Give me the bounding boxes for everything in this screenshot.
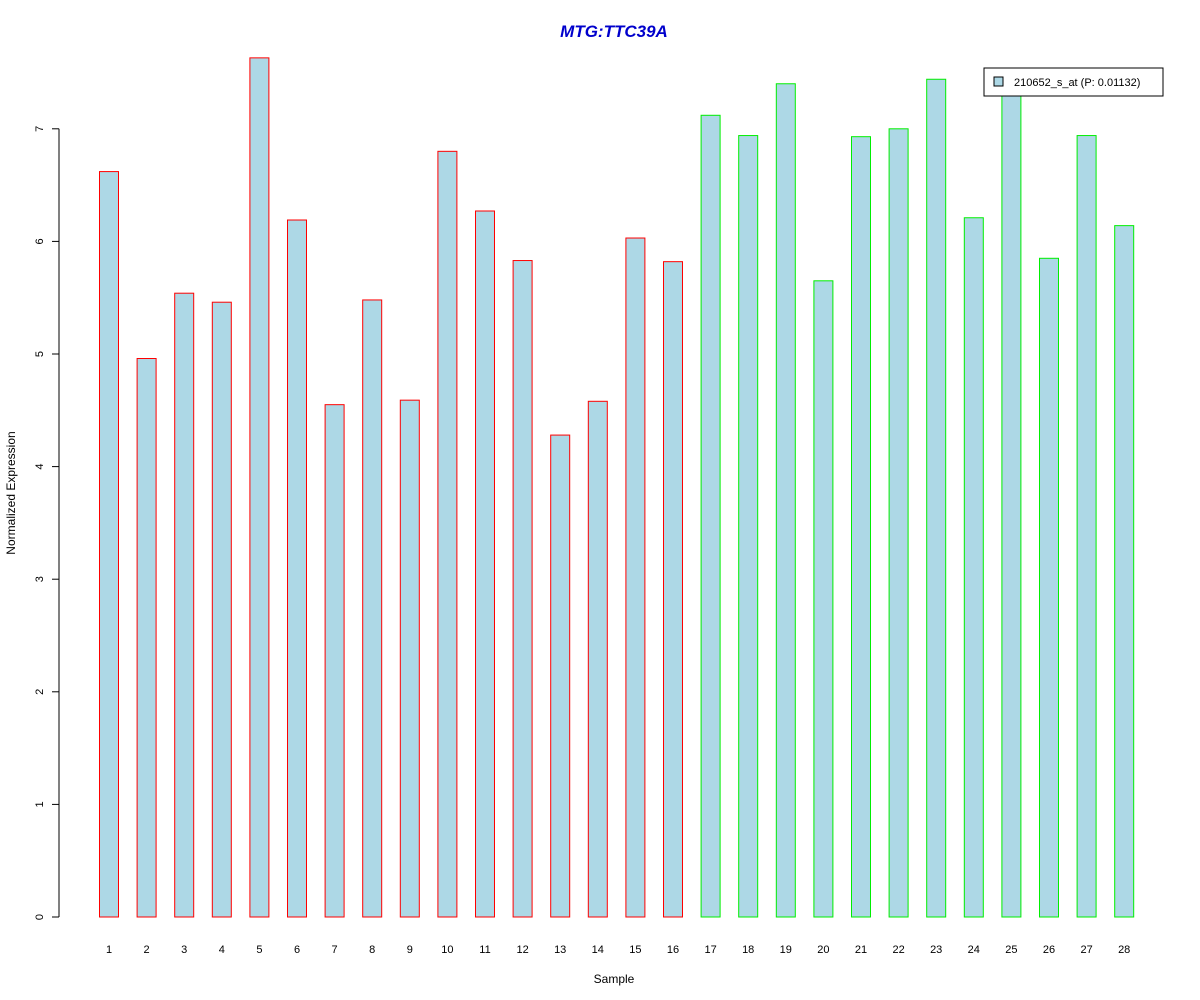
bar-sample-26 [1039,257,1059,918]
x-tick-label: 28 [1118,944,1130,956]
x-tick-label: 16 [667,944,679,956]
y-tick-label: 4 [34,464,46,470]
x-tick-label: 12 [516,944,528,956]
bar-sample-11 [475,210,495,918]
bar-sample-17 [700,114,721,918]
bar-sample-19 [775,83,796,918]
x-tick-label: 14 [592,944,604,956]
y-tick-label: 6 [34,238,46,244]
bar-sample-6 [287,219,307,918]
legend: 210652_s_at (P: 0.01132) [983,67,1164,97]
x-tick-label: 24 [968,944,980,956]
bar-sample-27 [1076,135,1097,918]
bar-sample-23 [926,78,947,918]
x-tick-label: 18 [742,944,754,956]
x-tick-label: 17 [704,944,716,956]
bar-sample-4 [211,301,232,918]
x-tick-label: 22 [892,944,904,956]
bar-sample-14 [587,400,608,918]
bar-sample-18 [738,135,759,918]
x-axis-label: Sample [594,972,635,986]
y-tick-label: 7 [34,126,46,132]
y-axis-label: Normalized Expression [4,431,18,554]
bar-sample-5 [249,57,270,918]
x-tick-label: 21 [855,944,867,956]
bar-sample-8 [362,299,383,918]
bar-sample-16 [663,261,683,918]
chart-title: MTG:TTC39A [560,22,668,41]
y-tick-label: 3 [34,576,46,582]
bars-group [99,57,1135,918]
x-tick-label: 3 [181,944,187,956]
x-tick-label: 11 [479,944,490,956]
bar-sample-21 [851,136,871,918]
x-tick-label: 7 [332,944,338,956]
y-tick-label: 0 [34,914,46,920]
x-tick-label: 5 [256,944,262,956]
x-tick-label: 1 [106,944,112,956]
bar-sample-1 [99,171,119,918]
x-tick-label: 2 [144,944,150,956]
legend-swatch [993,76,1004,87]
bar-sample-24 [963,217,984,918]
bar-sample-9 [399,399,420,918]
bar-sample-12 [512,260,533,918]
bar-sample-25 [1001,85,1022,918]
y-tick-label: 1 [34,801,46,807]
x-tick-label: 26 [1043,944,1055,956]
bar-sample-3 [174,292,195,918]
bar-sample-2 [136,358,157,918]
x-tick-label: 19 [780,944,792,956]
bar-sample-22 [888,128,909,918]
legend-entry-label: 210652_s_at (P: 0.01132) [1014,77,1140,89]
y-tick-label: 2 [34,689,46,695]
legend-box [983,67,1164,97]
x-tick-label: 8 [369,944,375,956]
x-tick-label: 15 [629,944,641,956]
bar-sample-20 [813,280,834,918]
y-tick-label: 5 [34,351,46,357]
bar-sample-10 [437,150,458,918]
x-tick-label: 13 [554,944,566,956]
bar-sample-15 [625,237,646,918]
x-tick-label: 9 [407,944,413,956]
x-tick-label: 6 [294,944,300,956]
x-tick-label: 4 [219,944,225,956]
x-tick-label: 27 [1080,944,1092,956]
bar-sample-13 [550,434,571,918]
bar-sample-7 [324,404,345,918]
x-tick-label: 23 [930,944,942,956]
x-tick-labels: 1 2 3 4 5 6 7 8 9 10 11 12 13 14 15 16 17 18 19 20 21 22 23 24 2… [106,944,1130,956]
x-tick-label: 10 [441,944,453,956]
x-tick-label: 25 [1005,944,1017,956]
bar-sample-28 [1114,225,1135,918]
x-tick-label: 20 [817,944,829,956]
y-axis: 0 1 2 3 4 5 6 7 [34,126,60,920]
